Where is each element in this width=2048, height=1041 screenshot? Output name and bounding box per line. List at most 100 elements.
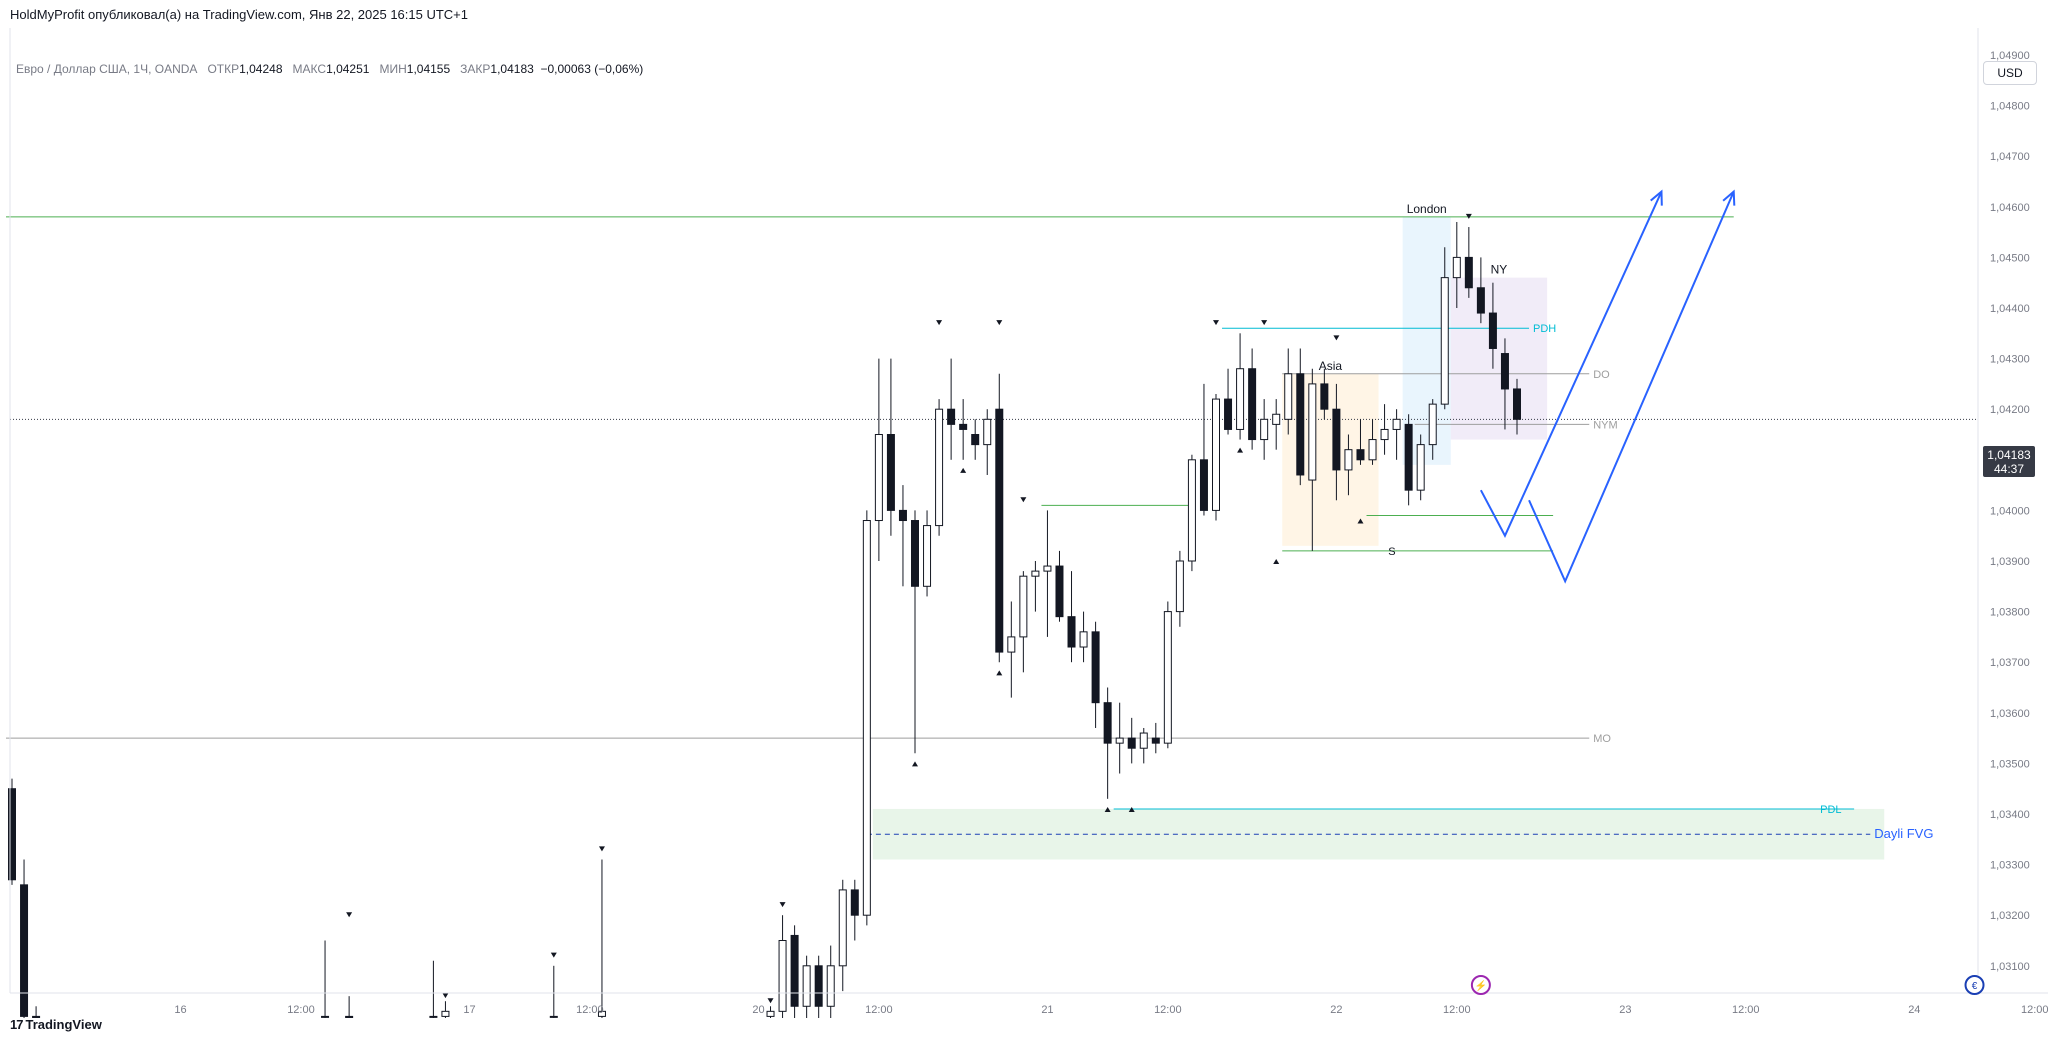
fractal-high-marker (1465, 213, 1472, 219)
event-icon-glyph: ⚡ (1475, 979, 1487, 992)
candle-body (1344, 449, 1353, 471)
candle-body (1043, 565, 1052, 572)
candle-body (898, 509, 907, 522)
candle (1139, 727, 1148, 764)
legend-open: 1,04248 (239, 62, 283, 76)
candle-body (1452, 256, 1461, 279)
candle (1476, 257, 1485, 324)
candle (1380, 404, 1389, 455)
chart-canvas[interactable]: Asia London NY Dayli FVG MO DO NYM PDH PDL S 1,… (0, 28, 2048, 1018)
candle-body (597, 1010, 606, 1017)
candle-body (1151, 737, 1160, 744)
top-bar: HoldMyProfit опубликовал(а) на TradingVi… (0, 0, 2048, 28)
legend-open-label: ОТКР (207, 62, 240, 76)
y-tick-label: 1,04700 (1990, 151, 2030, 163)
fractal-low-marker (1128, 806, 1135, 812)
candle-body (1440, 277, 1449, 405)
candle (1320, 368, 1329, 420)
candle-body (1115, 737, 1124, 744)
candle (874, 358, 883, 561)
candle-body (1236, 368, 1245, 430)
candle (1055, 550, 1064, 622)
x-tick-label: 16 (174, 1004, 186, 1016)
axes-layer: 1,04900 1,04800 1,04700 1,04600 1,04500 1,044… (9, 28, 2048, 1016)
currency-button[interactable]: USD (1983, 61, 2037, 85)
candle-body (429, 1015, 438, 1018)
candle-body (1199, 459, 1208, 511)
candle (1440, 247, 1449, 410)
candle (1272, 399, 1281, 450)
candle-body (886, 434, 895, 511)
fractal-high-marker (598, 846, 605, 852)
y-tick-label: 1,03200 (1990, 910, 2030, 922)
candle (1224, 368, 1233, 435)
candle-body (1500, 353, 1509, 390)
chart-frame[interactable]: Asia London NY Dayli FVG MO DO NYM PDH PDL S 1,… (0, 28, 2048, 1018)
candle (959, 399, 968, 460)
candle-body (1091, 631, 1100, 704)
candle (898, 485, 907, 587)
fractal-high-marker (936, 320, 943, 326)
candle-body (911, 520, 919, 587)
fvg-label: Dayli FVG (1874, 826, 1933, 841)
candle (1488, 282, 1497, 369)
y-tick-label: 1,04600 (1990, 202, 2030, 214)
candle-body (1332, 408, 1341, 471)
session-box-ny (1450, 277, 1548, 440)
x-tick-label: 23 (1619, 1004, 1631, 1016)
candle (1103, 687, 1112, 799)
candle (1513, 378, 1521, 435)
candle (1392, 409, 1401, 460)
candle (1404, 414, 1413, 506)
candle-body (850, 889, 859, 916)
candle-body (995, 408, 1004, 653)
candle (20, 859, 29, 1018)
candle (1500, 338, 1509, 430)
sessions-layer: Asia London NY (1282, 202, 1548, 546)
candle-body (1031, 570, 1040, 577)
fractal-low-marker (912, 761, 918, 767)
candle (814, 955, 823, 1018)
x-tick-label: 21 (1041, 1004, 1053, 1016)
fractal-low-marker (1273, 559, 1280, 564)
candle (1464, 227, 1473, 298)
candle (1236, 333, 1245, 440)
candle (1019, 571, 1028, 673)
candle-body (778, 940, 787, 1012)
x-tick-label: 12:00 (865, 1004, 893, 1016)
footer-brand[interactable]: 17 TradingView (10, 1017, 102, 1032)
y-tick-label: 1,03500 (1990, 758, 2030, 770)
chart-legend: Евро / Доллар США, 1Ч, OANDA ОТКР1,04248… (16, 62, 643, 76)
candle (1007, 601, 1016, 698)
candle (886, 358, 895, 536)
fractal-low-marker (996, 670, 1003, 676)
x-tick-label: 12:00 (576, 1004, 604, 1016)
candles-layer (8, 221, 1521, 1018)
fractal-low-marker (960, 467, 967, 473)
candle (1308, 368, 1317, 551)
candle (778, 915, 787, 1018)
published-by-text: HoldMyProfit опубликовал(а) на TradingVi… (10, 7, 469, 22)
candle (802, 955, 811, 1018)
candle (321, 940, 330, 1018)
y-tick-label: 1,03100 (1990, 961, 2030, 973)
candle (1067, 571, 1076, 663)
x-tick-label: 20 (752, 1004, 764, 1016)
candle-body (1103, 702, 1112, 744)
candle-body (1428, 403, 1437, 446)
candle (947, 358, 956, 460)
candle (1296, 348, 1305, 486)
candle-body (1320, 383, 1329, 410)
y-tick-label: 1,03700 (1990, 657, 2030, 669)
candle (1260, 399, 1269, 460)
candle (1079, 611, 1088, 663)
candle-body (923, 525, 932, 587)
candle (1344, 434, 1353, 496)
candle-body (345, 1015, 354, 1018)
candle-body (321, 1015, 330, 1018)
candle (790, 925, 799, 1018)
y-tick-label: 1,04900 (1990, 50, 2030, 62)
legend-high-label: МАКС (292, 62, 327, 76)
candle (923, 510, 932, 597)
candle-body (32, 1015, 41, 1018)
